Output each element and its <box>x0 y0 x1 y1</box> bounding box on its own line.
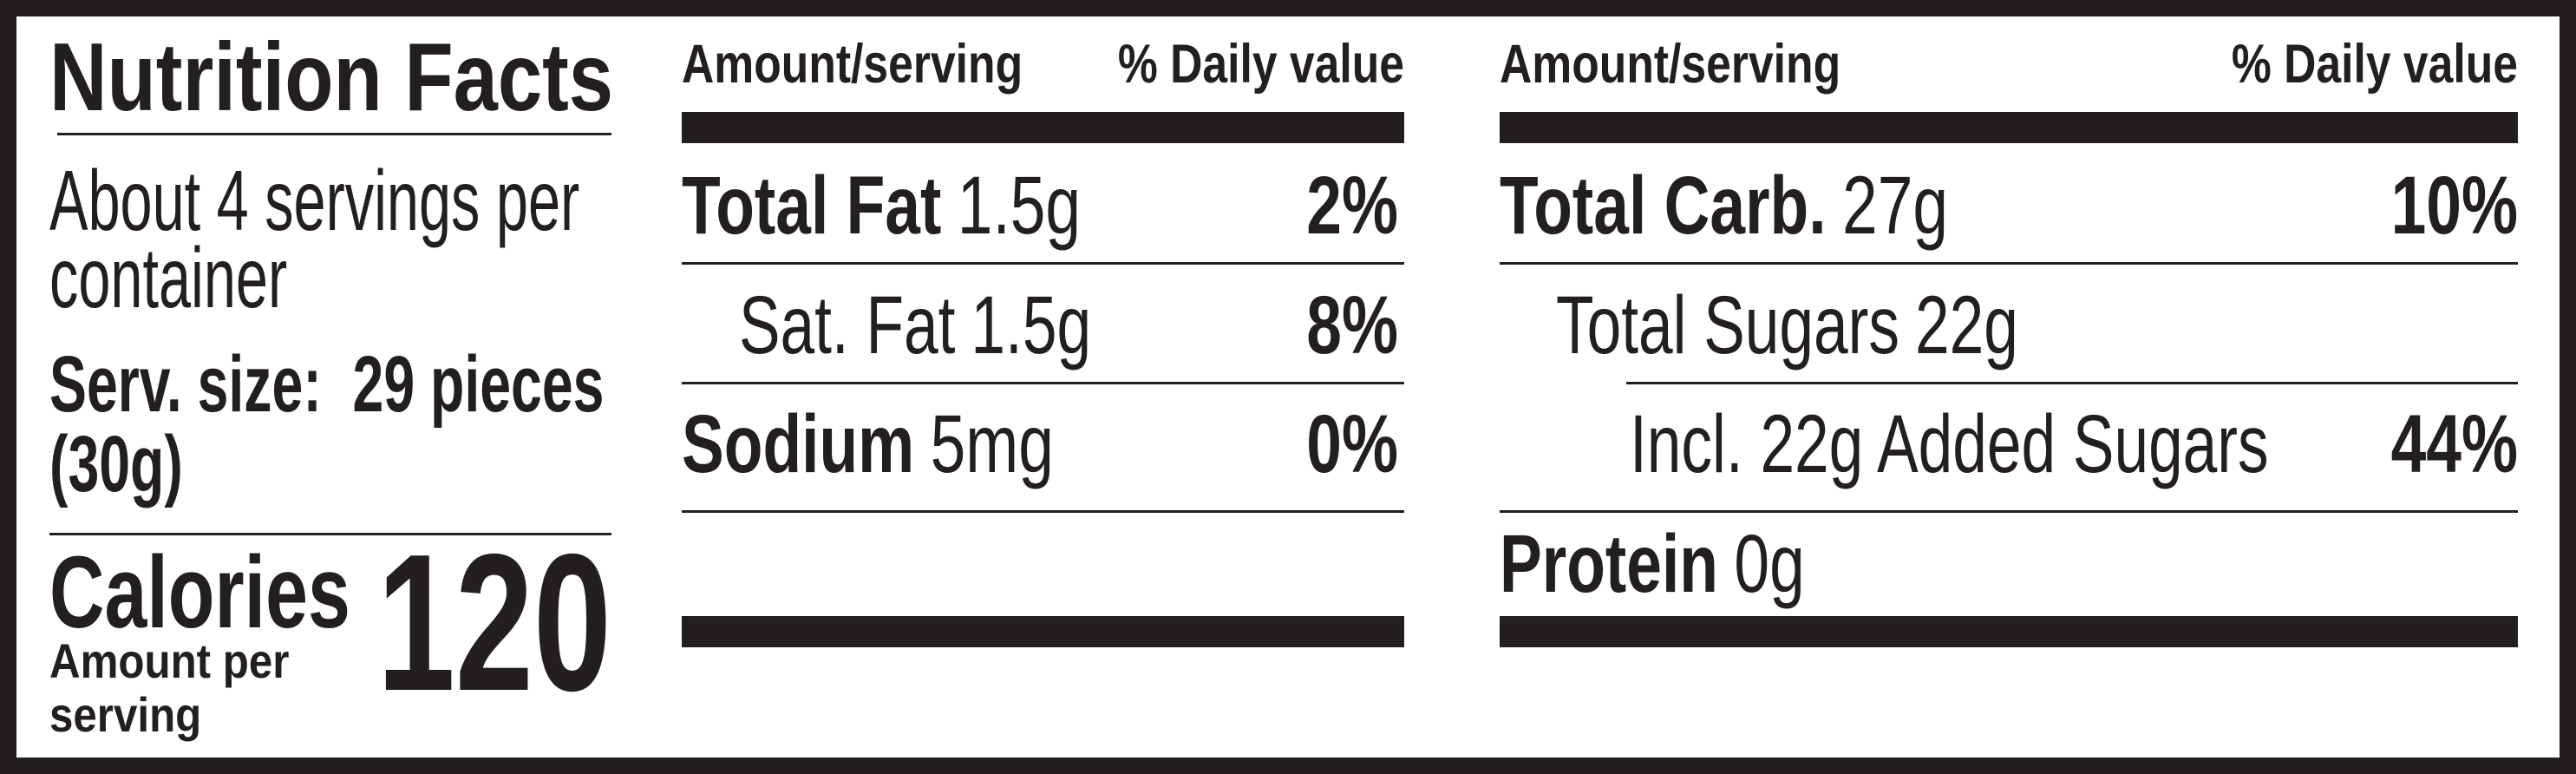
rule <box>1500 262 2518 265</box>
amount: 0g <box>1734 517 1804 609</box>
rule <box>1500 510 2518 513</box>
daily-value: 2% <box>1306 159 1398 251</box>
title: Nutrition Facts <box>49 23 613 131</box>
nutrient-row: Protein 0g <box>1500 517 1805 609</box>
rule <box>1626 382 2518 384</box>
nutrient-row: Total Carb. 27g <box>1500 159 1948 251</box>
rule <box>57 133 611 135</box>
daily-value: 10% <box>2391 159 2518 251</box>
amount: 1.5g <box>958 159 1081 251</box>
column-header: Amount/serving <box>1500 34 1840 95</box>
rule <box>682 510 1404 513</box>
column-header: % Daily value <box>2232 34 2518 95</box>
serving-size: Serv. size: 29 pieces <box>49 339 604 429</box>
amount: 22g <box>1915 279 2018 371</box>
rule <box>682 382 1404 384</box>
column-header: % Daily value <box>1118 34 1404 95</box>
thick-rule <box>1500 616 2518 647</box>
nutrient-row: Total Fat 1.5g <box>682 159 1081 251</box>
servings: About 4 servings per <box>49 153 579 248</box>
thick-rule <box>682 112 1404 143</box>
rule <box>682 262 1404 265</box>
nutrient: Total Carb. <box>1500 159 1827 251</box>
calories-label: Calories <box>49 536 350 651</box>
nutrient: Protein <box>1500 517 1718 609</box>
nutrient: Incl. 22g Added Sugars <box>1630 397 2269 489</box>
nutrient: Total Sugars <box>1556 279 1899 371</box>
daily-value: 8% <box>1306 279 1398 371</box>
amount: 27g <box>1842 159 1948 251</box>
daily-value: 0% <box>1306 397 1398 489</box>
daily-value: 44% <box>2391 397 2518 489</box>
nutrient-row: Total Sugars 22g <box>1556 279 2018 371</box>
amount: 5mg <box>931 397 1054 489</box>
nutrient: Total Fat <box>682 159 941 251</box>
thick-rule <box>682 616 1404 647</box>
nutrient: Sat. Fat <box>739 279 955 371</box>
calories-note: Amount per <box>49 634 289 689</box>
servings: container <box>49 230 287 325</box>
calories-note: serving <box>49 688 201 743</box>
nutrient-row: Sat. Fat 1.5g <box>739 279 1091 371</box>
nutrient-row: Sodium 5mg <box>682 397 1054 489</box>
calories-value: 120 <box>377 514 611 731</box>
rule <box>49 533 611 535</box>
nutrient: Sodium <box>682 397 914 489</box>
serving-size: (30g) <box>49 419 183 508</box>
thick-rule <box>1500 112 2518 143</box>
amount: 1.5g <box>971 279 1091 371</box>
column-header: Amount/serving <box>682 34 1023 95</box>
